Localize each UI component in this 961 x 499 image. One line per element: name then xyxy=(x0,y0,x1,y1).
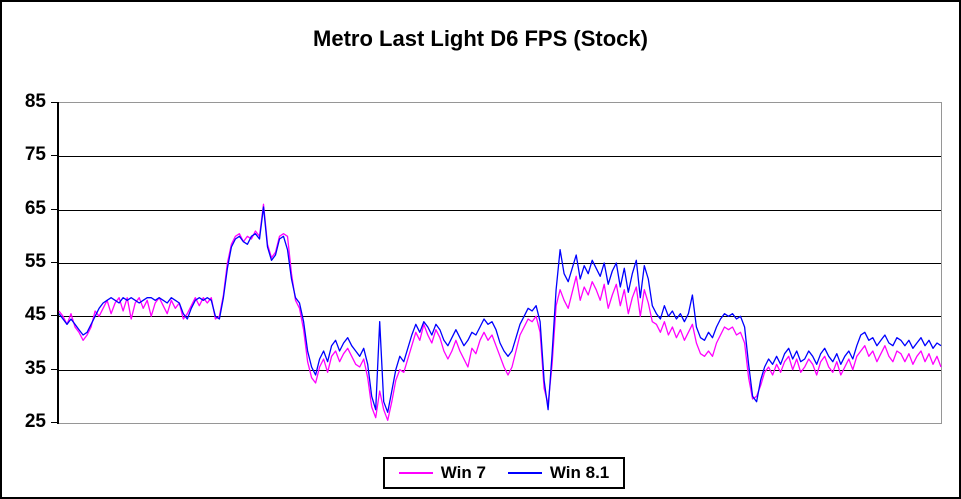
y-tick-mark-45 xyxy=(51,315,58,317)
y-tick-label-55: 55 xyxy=(24,251,46,272)
y-tick-mark-85 xyxy=(51,102,58,103)
win7-line-swatch xyxy=(398,472,433,474)
y-tick-mark-25 xyxy=(51,422,58,423)
y-tick-mark-35 xyxy=(51,368,58,370)
gridline-45 xyxy=(59,316,941,318)
series-plot xyxy=(58,203,942,421)
y-tick-label-25: 25 xyxy=(24,411,46,432)
gridline-35 xyxy=(59,369,941,371)
legend-item-win81: Win 8.1 xyxy=(507,463,610,483)
plot-area xyxy=(58,102,942,424)
y-tick-label-45: 45 xyxy=(24,304,46,326)
y-tick-mark-55 xyxy=(51,262,58,263)
gridline-55 xyxy=(59,263,941,264)
chart-title: Metro Last Light D6 FPS (Stock) xyxy=(313,26,648,51)
y-tick-label-65: 65 xyxy=(24,197,46,219)
win81-series-line xyxy=(58,206,942,413)
y-tick-label-85: 85 xyxy=(24,91,46,112)
y-tick-mark-75 xyxy=(51,155,58,157)
y-axis-line xyxy=(57,102,59,424)
y-tick-label-35: 35 xyxy=(24,357,46,379)
win7-series-line xyxy=(58,203,942,421)
y-tick-label-75: 75 xyxy=(24,144,46,166)
legend-item-win7: Win 7 xyxy=(398,463,486,483)
legend: Win 7 Win 8.1 xyxy=(383,457,625,489)
legend-label-win7: Win 7 xyxy=(440,463,486,482)
y-tick-mark-65 xyxy=(51,208,58,210)
gridline-75 xyxy=(59,156,941,158)
win81-line-swatch xyxy=(507,472,542,474)
gridline-65 xyxy=(59,209,941,211)
legend-label-win81: Win 8.1 xyxy=(549,463,610,482)
